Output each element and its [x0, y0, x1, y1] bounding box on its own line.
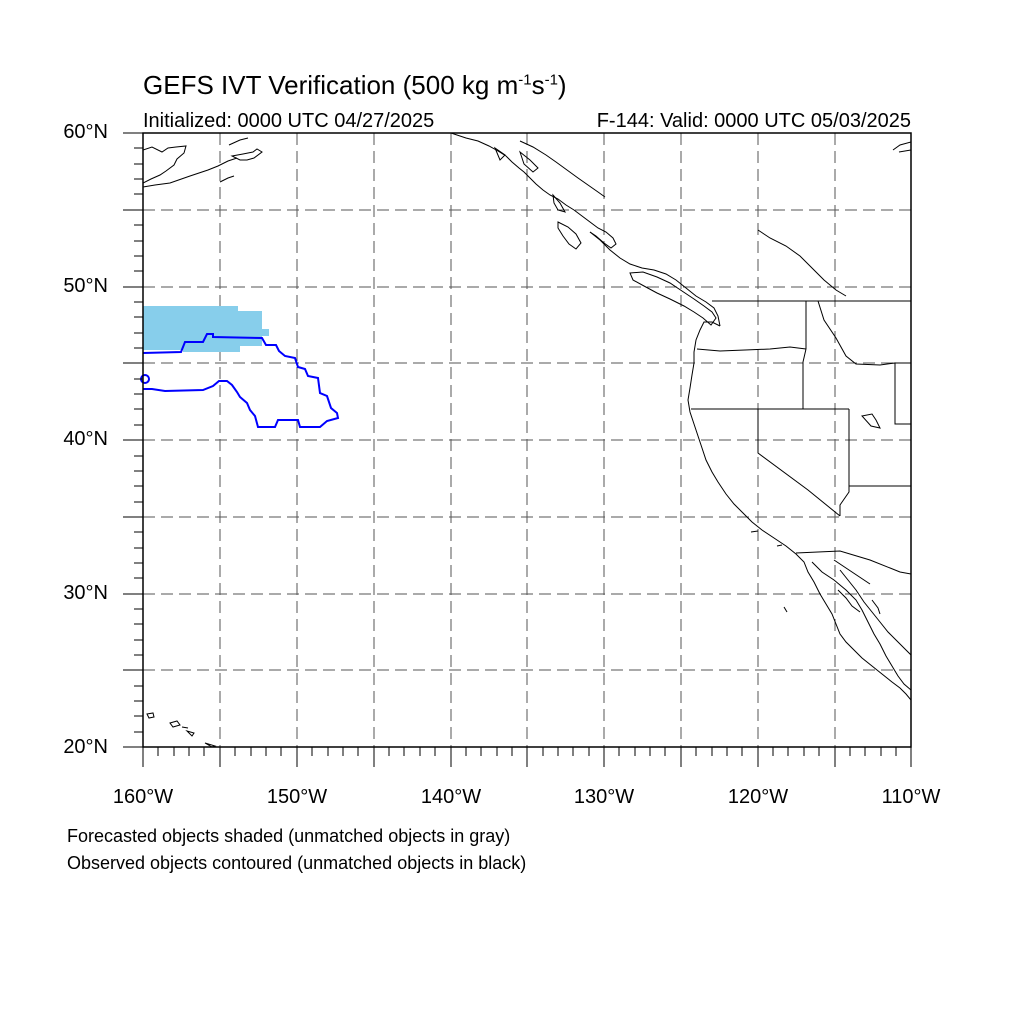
- lon-label-130w: 130°W: [573, 786, 635, 808]
- coastlines: [143, 133, 911, 747]
- note-observed: Observed objects contoured (unmatched ob…: [67, 853, 527, 873]
- lon-label-150w: 150°W: [266, 786, 328, 808]
- forecast-object-shade: [143, 306, 269, 352]
- lat-label-60: 60°N: [63, 121, 108, 143]
- title-suffix: ): [557, 70, 567, 100]
- lat-label-40: 40°N: [63, 428, 108, 450]
- gridlines: [143, 133, 911, 747]
- lon-label-110w: 110°W: [881, 786, 941, 808]
- lat-label-30: 30°N: [63, 582, 108, 604]
- note-forecast: Forecasted objects shaded (unmatched obj…: [67, 826, 511, 846]
- initialized-time: Initialized: 0000 UTC 04/27/2025: [143, 110, 435, 132]
- title-exp-1: -1: [518, 71, 532, 89]
- valid-time: F-144: Valid: 0000 UTC 05/03/2025: [596, 110, 911, 132]
- lat-label-20: 20°N: [63, 736, 108, 758]
- lat-label-50: 50°N: [63, 275, 108, 297]
- plot-frame: [142, 132, 912, 748]
- title-exp-2: -1: [544, 71, 558, 89]
- title-prefix: GEFS IVT Verification (500 kg m: [143, 70, 519, 100]
- lon-label-120w: 120°W: [727, 786, 789, 808]
- lon-label-160w: 160°W: [112, 786, 174, 808]
- axis-ticks: [123, 132, 912, 767]
- title-mid: s: [531, 70, 545, 100]
- lon-label-140w: 140°W: [420, 786, 482, 808]
- map-title: GEFS IVT Verification (500 kg m-1s-1): [143, 70, 567, 101]
